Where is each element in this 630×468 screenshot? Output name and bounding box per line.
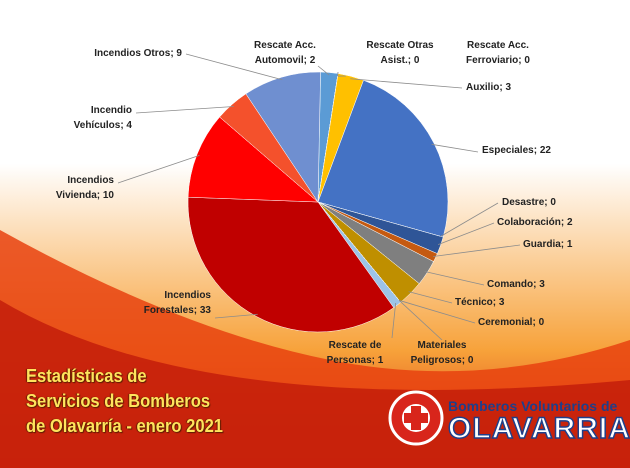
data-label: Especiales; 22: [482, 145, 551, 156]
leader-line: [408, 291, 453, 304]
data-label: Colaboración; 2: [497, 217, 573, 228]
data-label: Comando; 3: [487, 279, 545, 290]
brand-line: Bomberos Voluntarios de: [448, 398, 618, 414]
leader-line: [185, 53, 283, 81]
data-label: Materiales Peligrosos; 0: [410, 340, 474, 366]
data-label: Desastre; 0: [502, 197, 556, 208]
data-label: Guardia; 1: [523, 239, 573, 250]
emblem-cross: [404, 413, 428, 423]
leader-line: [424, 271, 485, 286]
data-label: Incendios Vivienda; 10: [55, 175, 114, 201]
pie-slice: [187, 116, 319, 203]
data-label: Auxilio; 3: [466, 82, 512, 93]
pie-slice: [317, 79, 449, 238]
data-label: Ceremonial; 0: [478, 317, 545, 328]
data-label: Rescate Acc. Ferroviario; 0: [466, 40, 530, 66]
background-wave: [0, 300, 630, 468]
data-label: Incendio Vehículos; 4: [73, 105, 132, 131]
data-label: Incendios Otros; 9: [94, 48, 182, 59]
leader-line: [117, 154, 200, 184]
leader-line: [350, 78, 463, 89]
leader-line: [431, 143, 479, 153]
leader-line: [135, 106, 234, 114]
leader-line: [391, 302, 397, 339]
leader-line: [437, 222, 495, 245]
pie-slice: [245, 71, 321, 203]
data-label: Rescate de Personas; 1: [326, 340, 384, 366]
leader-line: [440, 202, 499, 237]
data-label: Rescate Acc. Automovil; 2: [254, 40, 316, 66]
leader-line: [398, 299, 476, 324]
pie-slice: [187, 196, 395, 333]
leader-line: [398, 300, 443, 341]
pie: [187, 71, 449, 333]
brand-name: OLAVARRIA: [447, 411, 630, 446]
data-label: Rescate Otras Asist.; 0: [366, 40, 434, 66]
data-label: Técnico; 3: [455, 297, 505, 308]
title: Estadísticas de Servicios de Bomberos de…: [26, 366, 223, 436]
leader-line: [317, 65, 330, 76]
leader-line: [214, 313, 258, 319]
logo-emblem: [388, 390, 444, 446]
leader-line: [433, 244, 521, 257]
data-label: Incendios Forestales; 33: [143, 290, 211, 316]
